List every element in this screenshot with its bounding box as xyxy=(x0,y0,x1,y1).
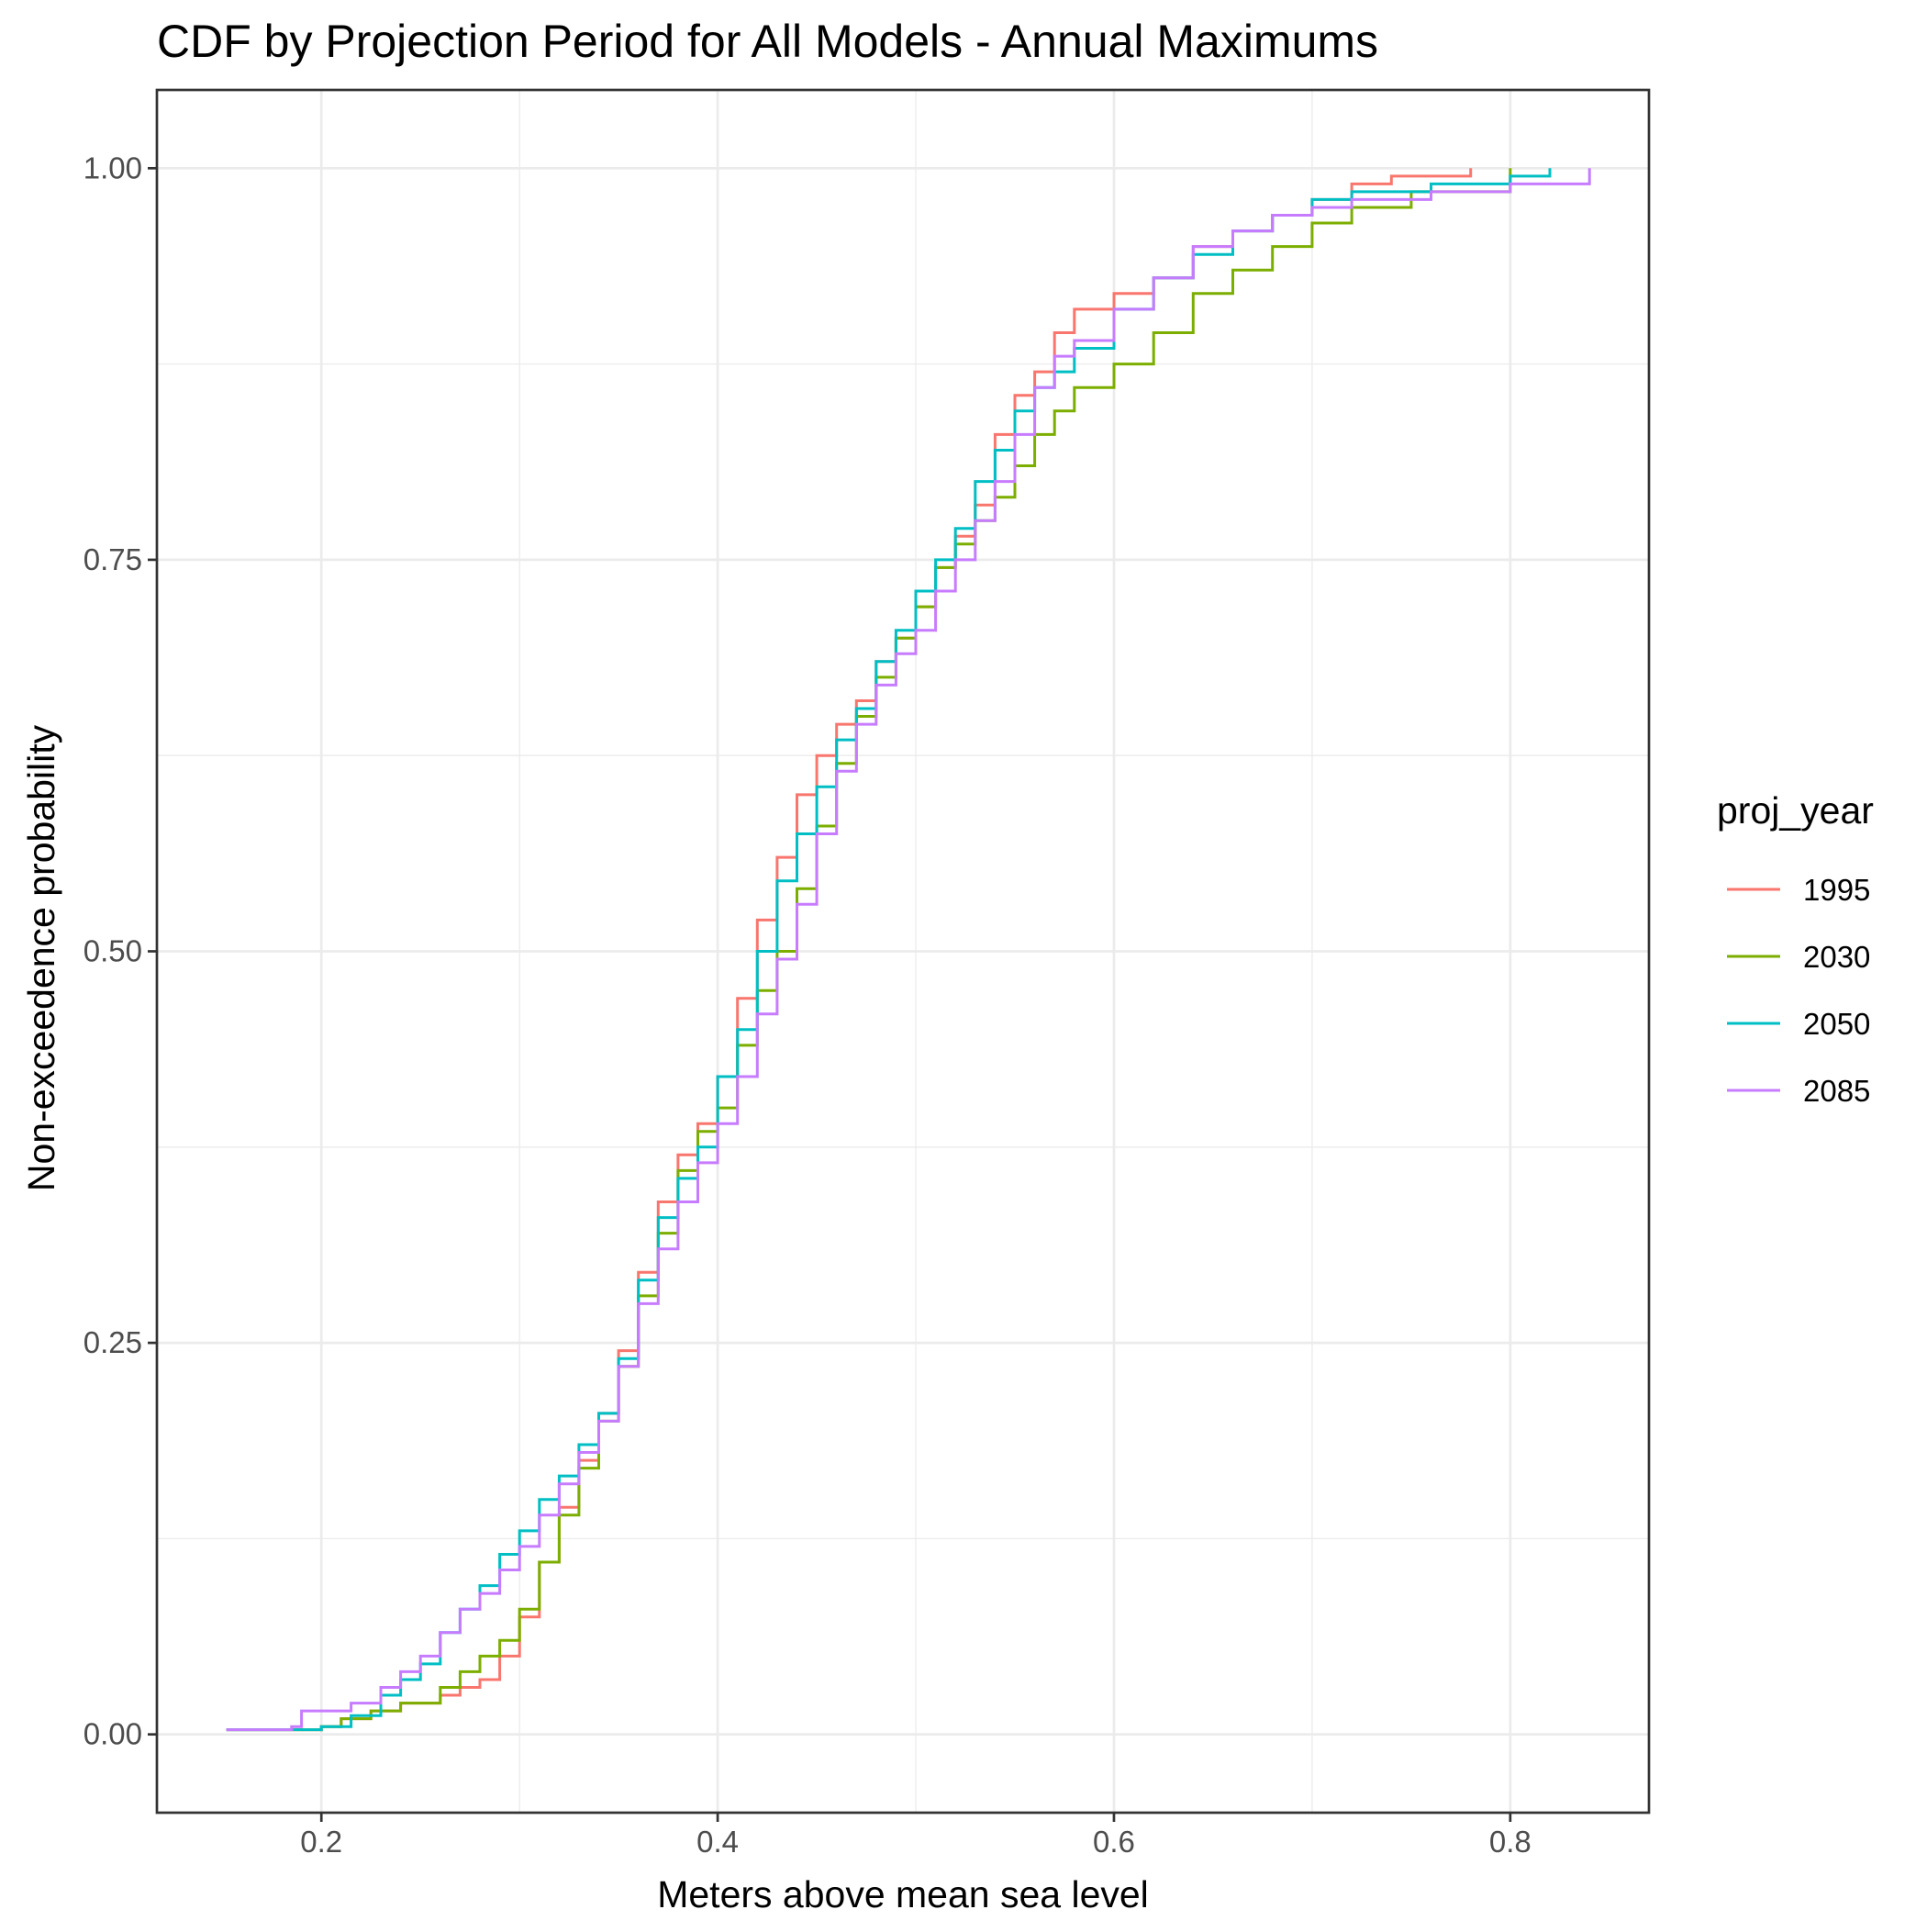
legend-item-1995: 1995 xyxy=(1727,873,1870,907)
y-tick-label: 0.75 xyxy=(84,542,142,576)
legend-label-2050: 2050 xyxy=(1803,1007,1870,1041)
x-tick-label: 0.6 xyxy=(1093,1825,1135,1859)
legend: proj_year 1995 2030 2050 2085 xyxy=(1717,789,1874,1108)
y-tick-label: 0.50 xyxy=(84,934,142,968)
legend-item-2085: 2085 xyxy=(1727,1074,1870,1108)
x-tick-label: 0.8 xyxy=(1489,1825,1532,1859)
series-line-1995 xyxy=(226,168,1473,1732)
y-tick-label: 0.00 xyxy=(84,1717,142,1751)
major-grid xyxy=(157,90,1649,1813)
y-axis: 0.00 0.25 0.50 0.75 1.00 xyxy=(84,151,157,1751)
x-tick-label: 0.4 xyxy=(696,1825,739,1859)
legend-title: proj_year xyxy=(1717,789,1874,832)
legend-label-2030: 2030 xyxy=(1803,940,1870,974)
series-layer xyxy=(226,168,1591,1732)
legend-item-2050: 2050 xyxy=(1727,1007,1870,1041)
legend-item-2030: 2030 xyxy=(1727,940,1870,974)
x-axis-title: Meters above mean sea level xyxy=(657,1873,1149,1915)
legend-label-1995: 1995 xyxy=(1803,873,1870,907)
y-axis-title: Non-exceedence probability xyxy=(20,724,62,1191)
chart-title: CDF by Projection Period for All Models … xyxy=(157,16,1378,67)
x-tick-label: 0.2 xyxy=(300,1825,342,1859)
y-tick-label: 1.00 xyxy=(84,151,142,184)
x-axis: 0.2 0.4 0.6 0.8 xyxy=(300,1813,1532,1859)
y-tick-label: 0.25 xyxy=(84,1325,142,1359)
series-line-2030 xyxy=(226,168,1512,1732)
legend-label-2085: 2085 xyxy=(1803,1074,1870,1108)
legend-items: 1995 2030 2050 2085 xyxy=(1727,873,1870,1108)
series-line-2085 xyxy=(226,168,1591,1732)
